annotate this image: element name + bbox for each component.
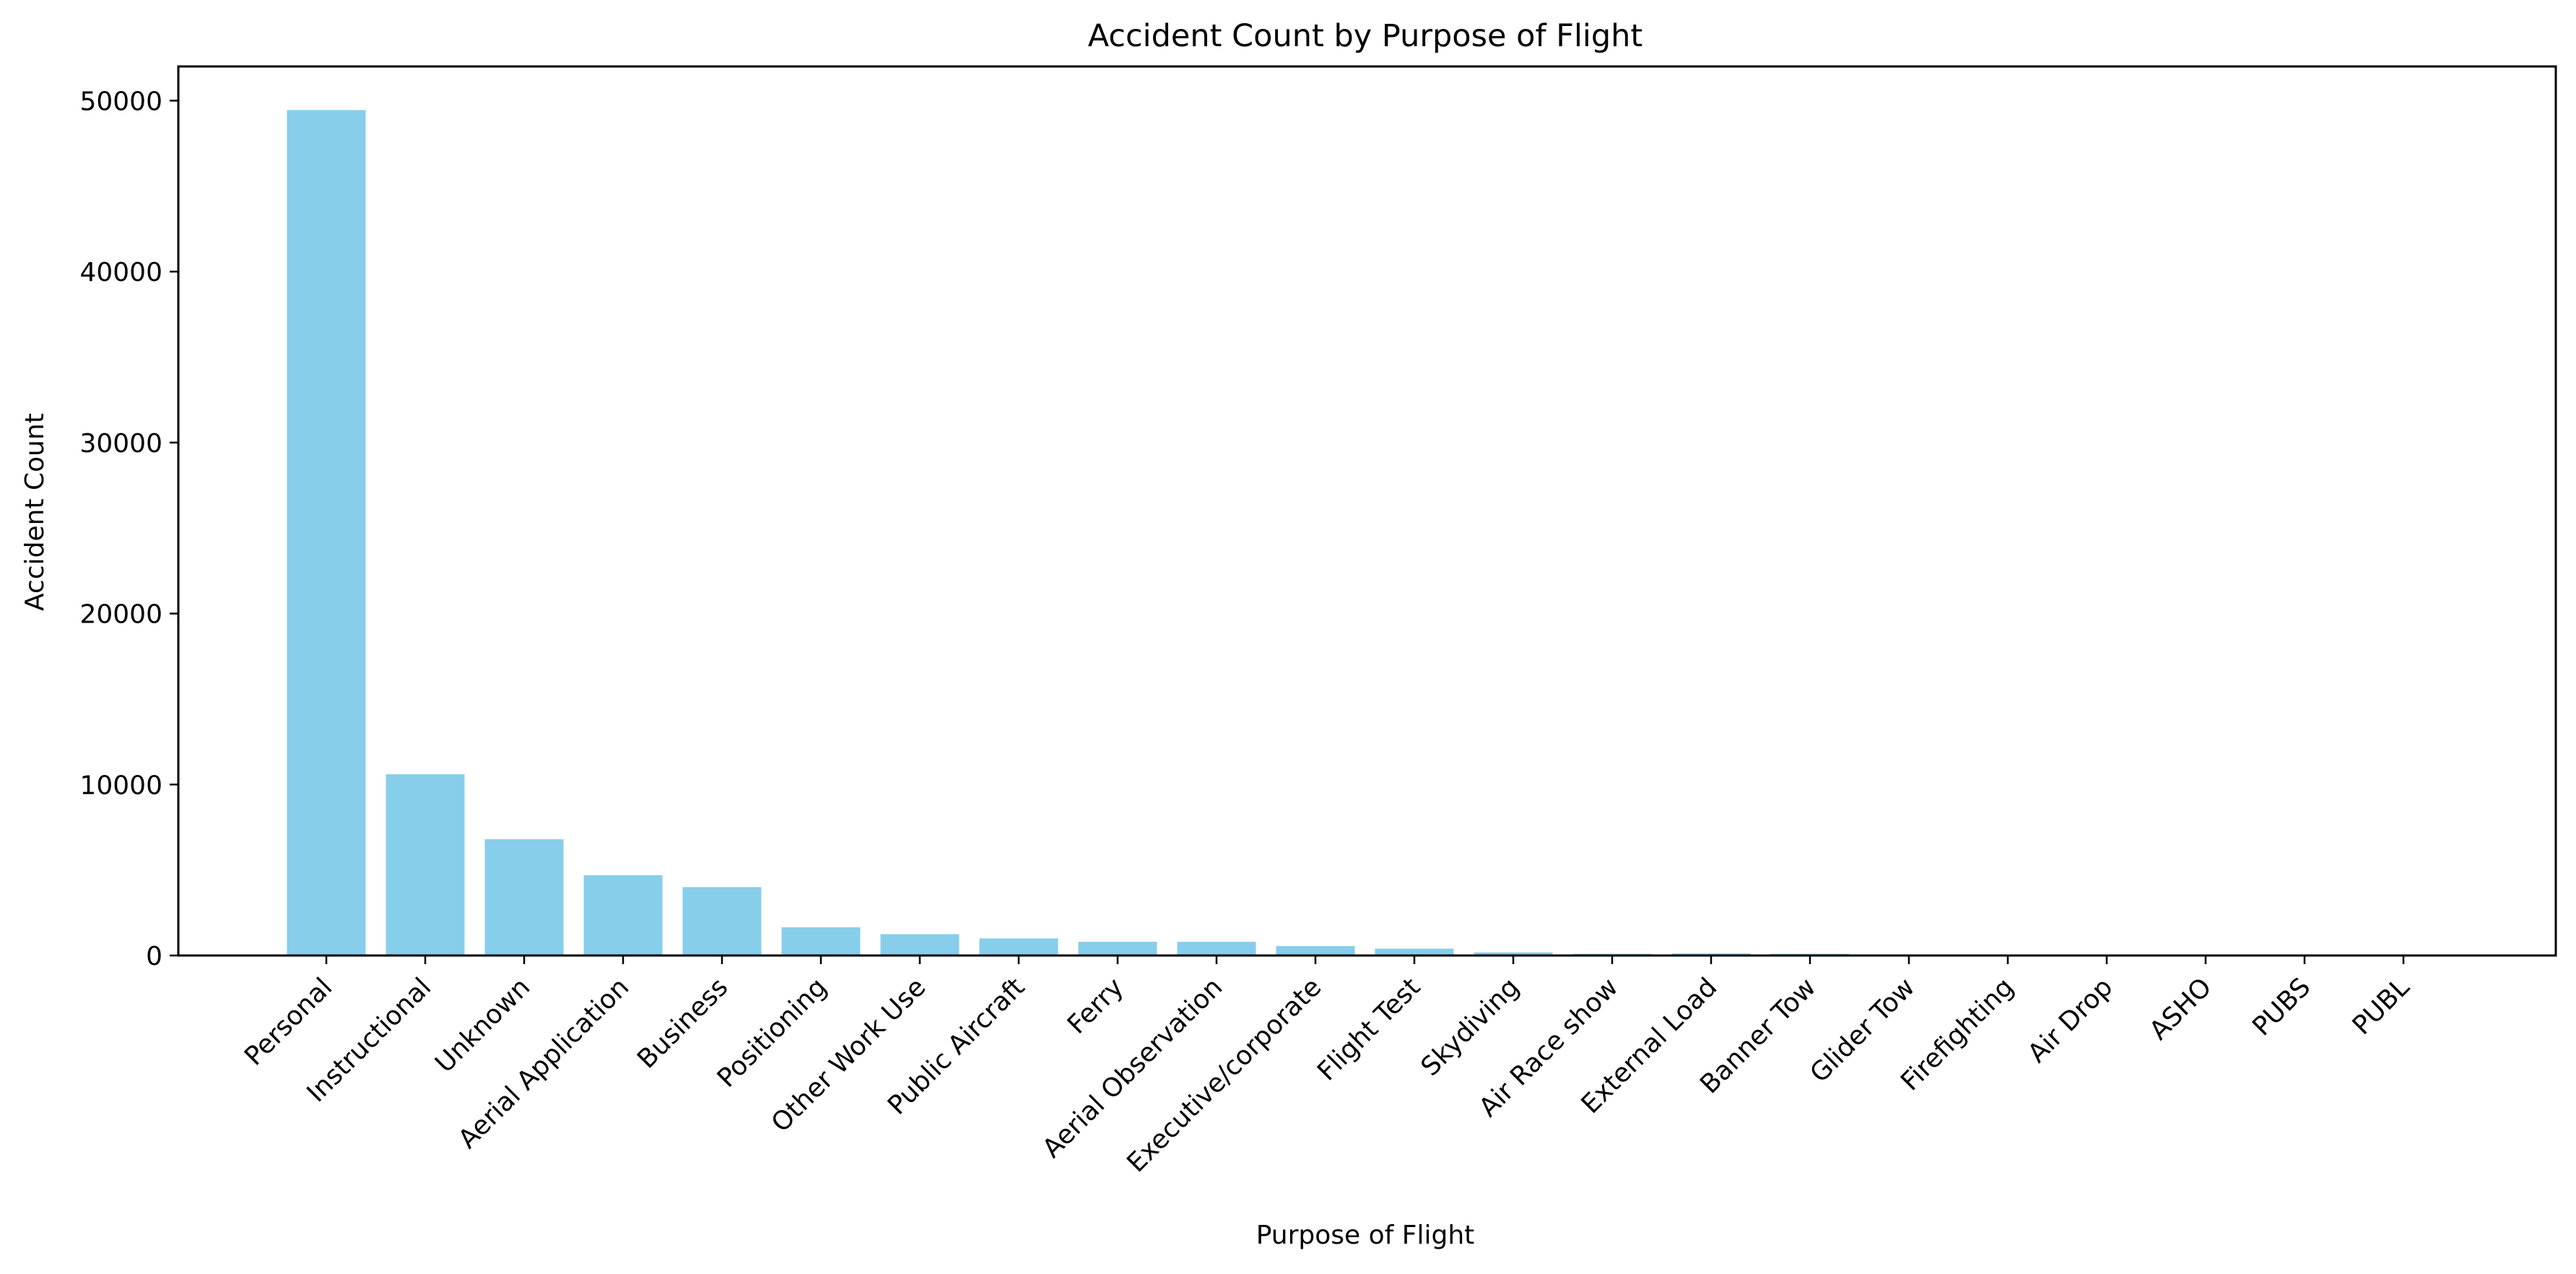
x-tick-label-skydiving: Skydiving — [1416, 972, 1526, 1082]
bar-personal — [287, 110, 366, 956]
y-tick-label-50000: 50000 — [79, 87, 162, 116]
bars — [287, 110, 2443, 956]
y-tick-label-30000: 30000 — [79, 429, 162, 459]
y-tick-label-10000: 10000 — [79, 771, 162, 800]
x-tick-label-ferry: Ferry — [1062, 972, 1129, 1039]
x-tick-label-pubs: PUBS — [2247, 972, 2316, 1041]
bar-business — [682, 887, 762, 956]
y-tick-label-20000: 20000 — [79, 600, 162, 630]
bar-executive-corporate — [1276, 945, 1355, 956]
x-tick-label-publ: PUBL — [2347, 972, 2416, 1041]
x-tick-label-air-drop: Air Drop — [2022, 972, 2118, 1068]
x-tick-label-business: Business — [632, 972, 734, 1074]
bar-other-work-use — [880, 934, 960, 956]
plot-frame — [177, 65, 2557, 957]
bar-aerial-application — [583, 875, 663, 956]
x-tick-label-unknown: Unknown — [430, 972, 536, 1078]
x-tick-label-asho: ASHO — [2144, 972, 2218, 1046]
x-tick-label-executive-corporate: Executive/corporate — [1121, 972, 1327, 1178]
bar-positioning — [781, 927, 861, 956]
x-tick-label-flight-test: Flight Test — [1312, 972, 1426, 1086]
bar-flight-test — [1375, 948, 1454, 956]
y-axis: 0 10000 20000 30000 40000 50000 — [79, 87, 178, 971]
y-tick-label-40000: 40000 — [79, 258, 162, 287]
chart-title: Accident Count by Purpose of Flight — [1088, 18, 1643, 54]
x-axis-label: Purpose of Flight — [1256, 1221, 1475, 1250]
x-tick-label-aerial-application: Aerial Application — [453, 972, 635, 1154]
bar-skydiving — [1474, 952, 1553, 956]
x-tick-label-personal: Personal — [239, 972, 338, 1071]
bar-public-aircraft — [979, 938, 1058, 956]
bar-unknown — [484, 839, 564, 956]
y-axis-label: Accident Count — [20, 413, 50, 611]
x-tick-label-aerial-observation: Aerial Observation — [1037, 972, 1228, 1164]
bar-instructional — [386, 774, 465, 956]
bar-aerial-observation — [1177, 942, 1256, 956]
bar-ferry — [1078, 942, 1157, 956]
y-tick-label-0: 0 — [146, 942, 162, 971]
